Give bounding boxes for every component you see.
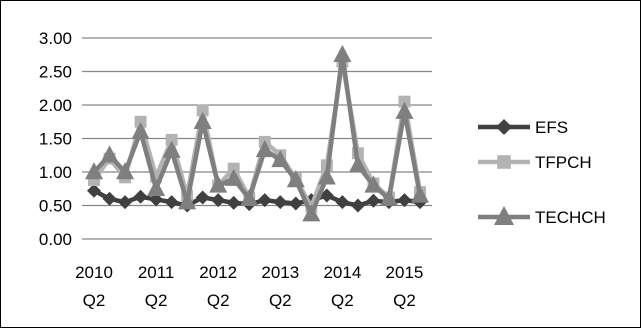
data-point-tfpch: [196, 104, 209, 117]
x-tick-label-quarter: Q2: [83, 291, 106, 310]
data-point-tfpch: [398, 95, 411, 108]
y-tick-label: 1.50: [39, 130, 72, 149]
y-tick-label: 0.00: [39, 230, 72, 249]
series-line-efs: [92, 188, 421, 208]
data-point-techch: [100, 145, 119, 163]
data-point-efs: [319, 188, 334, 203]
legend-label-efs: EFS: [535, 118, 568, 137]
y-tick-label: 0.50: [39, 197, 72, 216]
data-point-techch: [85, 162, 103, 180]
y-tick-label: 2.50: [39, 63, 72, 82]
data-point-techch: [348, 155, 367, 173]
x-tick-label-quarter: Q2: [207, 291, 230, 310]
x-tick-label-year: 2011: [138, 263, 175, 282]
data-point-efs: [102, 191, 117, 206]
data-point-tfpch: [150, 170, 163, 183]
data-point-techch: [178, 192, 197, 210]
data-point-techch: [317, 167, 336, 185]
x-tick-label-quarter: Q2: [145, 291, 168, 310]
data-point-efs: [366, 193, 381, 208]
y-tick-label: 2.00: [39, 96, 72, 115]
legend-marker-tfpch: [497, 155, 511, 169]
data-point-techch: [193, 111, 212, 129]
data-point-tfpch: [165, 133, 178, 146]
data-point-efs: [288, 196, 303, 211]
data-point-tfpch: [88, 174, 100, 186]
data-point-techch: [286, 170, 305, 188]
legend: EFS TFPCH TECHCH: [478, 118, 606, 227]
x-tick-label-year: 2014: [323, 263, 361, 282]
data-point-techch: [302, 204, 321, 222]
y-tick-label: 3.00: [39, 29, 72, 48]
data-point-efs: [350, 198, 365, 213]
data-point-techch: [379, 188, 398, 206]
x-axis-ticks: 2010 Q2 2011 Q2 2012 Q2 2013 Q2 2014 Q2 2015 Q2: [75, 263, 423, 310]
y-tick-label: 1.00: [39, 163, 72, 182]
data-point-techch: [395, 101, 414, 119]
data-point-techch: [333, 44, 352, 62]
data-point-techch: [131, 121, 150, 139]
data-point-techch: [162, 140, 181, 158]
data-point-techch: [147, 178, 166, 196]
data-point-techch: [240, 188, 259, 206]
series-techch: [85, 44, 429, 222]
data-point-techch: [116, 162, 135, 180]
data-point-efs: [335, 195, 350, 210]
data-point-efs: [397, 193, 412, 208]
x-tick-label-quarter: Q2: [269, 291, 292, 310]
data-point-efs: [87, 183, 101, 198]
data-point-tfpch: [227, 162, 240, 175]
x-tick-label-year: 2010: [75, 263, 113, 282]
series-line-techch: [92, 52, 423, 217]
x-tick-label-quarter: Q2: [393, 291, 416, 310]
data-point-techch: [364, 175, 383, 193]
x-tick-label-quarter: Q2: [331, 291, 354, 310]
data-point-techch: [271, 150, 290, 168]
series-group: [85, 44, 429, 222]
data-point-efs: [164, 195, 179, 210]
y-axis-ticks: 0.00 0.50 1.00 1.50 2.00 2.50 3.00: [39, 29, 72, 249]
data-point-efs: [273, 195, 288, 210]
data-point-efs: [149, 192, 164, 207]
legend-marker-efs: [496, 119, 512, 135]
data-point-efs: [118, 195, 133, 210]
legend-marker-techch: [494, 206, 514, 225]
data-point-efs: [257, 193, 272, 208]
legend-label-techch: TECHCH: [535, 208, 606, 227]
data-point-efs: [211, 193, 226, 208]
x-tick-label-year: 2013: [261, 263, 299, 282]
data-point-techch: [255, 139, 274, 158]
data-point-efs: [133, 189, 148, 204]
legend-label-tfpch: TFPCH: [535, 153, 592, 172]
data-point-techch: [224, 168, 243, 186]
data-point-techch: [411, 185, 429, 203]
data-point-tfpch: [134, 115, 147, 128]
data-point-techch: [209, 175, 228, 193]
x-tick-label-year: 2012: [199, 263, 237, 282]
data-point-efs: [195, 190, 210, 205]
data-point-efs: [226, 195, 241, 210]
x-tick-label-year: 2015: [386, 263, 424, 282]
